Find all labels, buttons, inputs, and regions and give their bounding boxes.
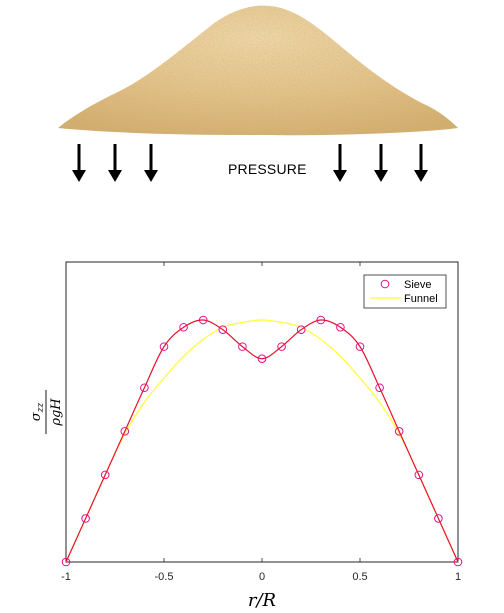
- sieve-data-point: [81, 514, 90, 523]
- sieve-data-point: [453, 557, 463, 567]
- x-tick-label: 0: [259, 571, 265, 583]
- sieve-data-point: [277, 342, 286, 351]
- series-line-sieve: [65, 319, 459, 563]
- sieve-data-point: [394, 427, 404, 436]
- sieve-data-point: [355, 342, 365, 351]
- x-tick-label: -1: [61, 571, 71, 583]
- sieve-data-point: [140, 383, 149, 393]
- sieve-data-point: [336, 322, 345, 332]
- x-axis-ticks: -1 -0.5 0 0.5 1: [61, 262, 461, 583]
- legend: Sieve Funnel: [363, 274, 447, 309]
- legend-label-funnel: Funnel: [404, 293, 438, 305]
- sieve-data-point: [296, 325, 306, 334]
- y-label-denominator: ρgH: [49, 398, 64, 427]
- sieve-data-point: [61, 557, 71, 567]
- x-tick-label: 1: [455, 571, 461, 583]
- pressure-label: PRESSURE: [228, 161, 307, 177]
- plot-area: [65, 261, 459, 563]
- sieve-data-point: [198, 315, 208, 325]
- sieve-data-point: [434, 514, 443, 523]
- sieve-data-point: [316, 315, 326, 325]
- down-arrow-icon: [374, 144, 388, 182]
- y-axis-label: σzz ρgH: [29, 390, 64, 434]
- y-label-numerator: σzz: [29, 403, 46, 422]
- down-arrow-icon: [108, 144, 122, 182]
- sand-pile-image: [58, 5, 458, 136]
- x-axis-label: r/R: [248, 590, 276, 611]
- legend-label-sieve: Sieve: [404, 279, 432, 291]
- legend-marker-sieve: [380, 279, 390, 289]
- down-arrow-icon: [414, 144, 428, 182]
- data-series: [61, 315, 463, 567]
- sieve-data-point: [100, 470, 110, 480]
- series-line-funnel: [65, 319, 459, 563]
- sieve-data-point: [120, 427, 130, 436]
- down-arrow-icon: [144, 144, 158, 182]
- legend-box: [363, 274, 447, 309]
- sieve-data-point: [414, 470, 424, 480]
- down-arrow-icon: [333, 144, 347, 182]
- sieve-data-point: [375, 383, 384, 393]
- sieve-data-point: [238, 342, 247, 351]
- sieve-data-point: [159, 342, 169, 351]
- sieve-data-point: [257, 354, 267, 364]
- sieve-data-point: [218, 325, 228, 334]
- sieve-data-point: [179, 322, 188, 332]
- x-tick-label: -0.5: [155, 571, 174, 583]
- down-arrow-icon: [72, 144, 86, 182]
- x-tick-label: 0.5: [352, 571, 367, 583]
